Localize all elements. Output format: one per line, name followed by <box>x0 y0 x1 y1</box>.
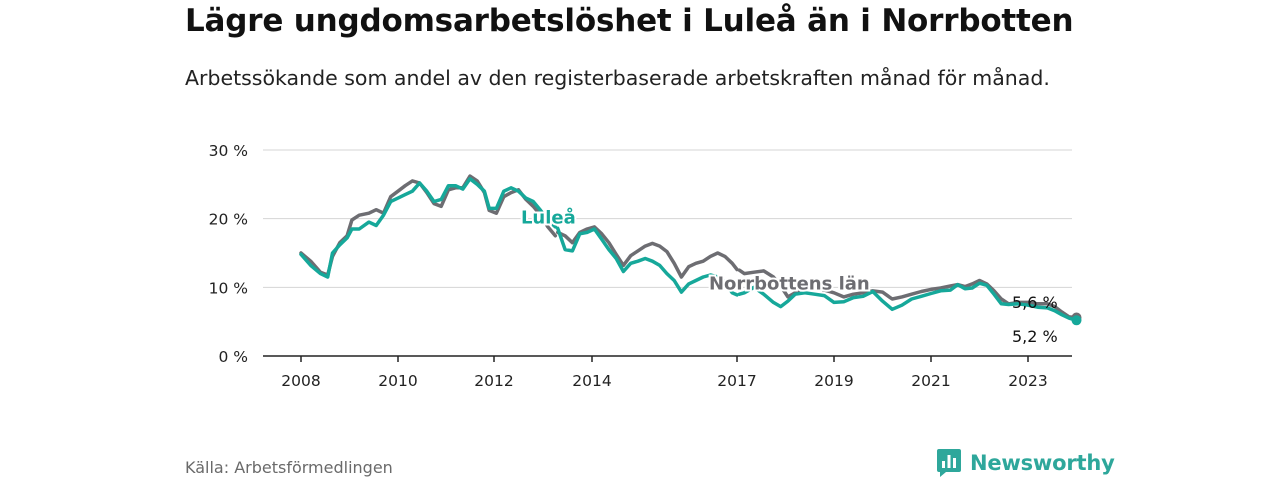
bar-chart-logo-icon <box>937 449 961 477</box>
lulea-series-label: Luleå <box>521 206 576 228</box>
chart-subtitle: Arbetssökande som andel av den registerb… <box>185 66 1050 90</box>
norrbotten-series-label: Norrbottens län <box>709 273 870 294</box>
norrbotten-series-line <box>737 268 1079 320</box>
lulea-series-line <box>299 177 558 279</box>
norrbotten-end-label: 5,6 % <box>1012 293 1058 312</box>
x-tick-label: 2010 <box>378 372 417 390</box>
lulea-series-line <box>555 226 739 297</box>
x-tick-label: 2014 <box>572 372 611 390</box>
lulea-series-line <box>737 281 1079 323</box>
x-tick-label: 2017 <box>717 372 756 390</box>
source-note: Källa: Arbetsförmedlingen <box>185 458 393 477</box>
x-tick-label: 2019 <box>814 372 853 390</box>
chart-title: Lägre ungdomsarbetslöshet i Luleå än i N… <box>185 3 1074 39</box>
x-tick-label: 2023 <box>1008 372 1047 390</box>
x-tick-label: 2021 <box>911 372 950 390</box>
brand-logo[interactable]: Newsworthy <box>936 448 1115 478</box>
line-chart: 0 % 10 % 20 % 30 % 2008 2010 2012 2014 2017 2019 2… <box>209 142 1082 390</box>
norrbotten-series-line <box>555 225 739 279</box>
lulea-end-point <box>1071 315 1082 326</box>
x-tick-label: 2012 <box>474 372 513 390</box>
y-tick-label: 30 % <box>209 142 248 160</box>
y-tick-label: 0 % <box>218 348 248 366</box>
brand-name: Newsworthy <box>970 451 1115 475</box>
x-tick-label: 2008 <box>281 372 320 390</box>
y-tick-label: 10 % <box>209 279 248 297</box>
lulea-end-label: 5,2 % <box>1012 327 1058 346</box>
y-tick-label: 20 % <box>209 211 248 229</box>
